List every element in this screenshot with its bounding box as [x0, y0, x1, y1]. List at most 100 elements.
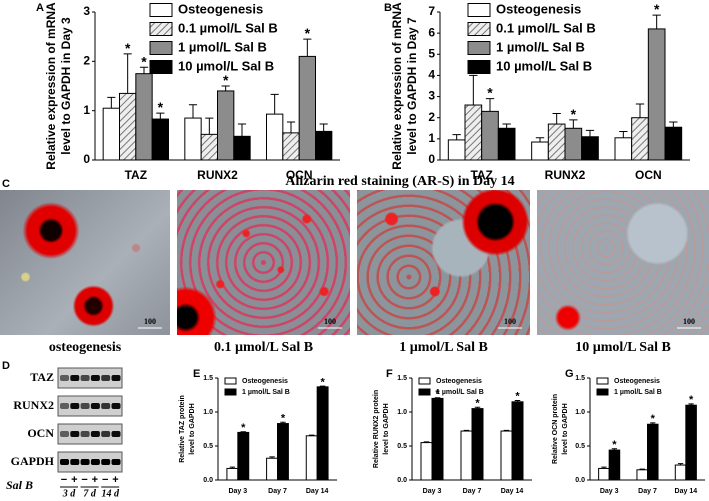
blot-strip	[57, 423, 123, 445]
panel-letter: G	[565, 368, 574, 380]
error-bar	[514, 399, 521, 402]
x-tick-label: RUNX2	[197, 168, 238, 182]
bar	[266, 113, 284, 161]
bar	[298, 55, 316, 161]
significance-marker: *	[515, 391, 520, 403]
blot-band	[80, 403, 90, 409]
bar	[531, 141, 549, 161]
bar	[217, 90, 235, 161]
error-bar	[107, 96, 116, 109]
significance-marker: *	[241, 422, 246, 434]
error-bar	[652, 14, 661, 29]
error-bar	[502, 123, 511, 129]
legend-label: 1 µmol/L Sal B	[242, 389, 290, 396]
error-bar	[423, 441, 430, 443]
bar	[647, 28, 666, 161]
legend-swatch	[149, 3, 173, 17]
bar	[200, 133, 219, 161]
blot-band	[101, 375, 111, 381]
y-axis-label: Relative RUNX2 protein	[373, 390, 380, 468]
bar	[431, 397, 444, 481]
blot-band	[70, 459, 80, 465]
y-axis-label: Relative TAZ protein	[179, 395, 186, 463]
panel-letter: E	[193, 368, 200, 380]
bar	[119, 92, 137, 161]
blot-band	[90, 431, 100, 437]
x-tick-label: OCN	[286, 168, 313, 182]
lane-label: −	[102, 474, 108, 486]
significance-marker: *	[475, 397, 480, 409]
panel-letter: A	[36, 2, 44, 14]
y-axis-label: level to GAPDH in Day 3	[59, 17, 73, 155]
error-bar	[452, 134, 461, 140]
panel-letter: D	[2, 360, 10, 372]
error-bar	[611, 448, 618, 451]
error-bar	[669, 121, 678, 128]
lane-label: −	[61, 474, 67, 486]
micrograph	[177, 190, 350, 335]
blot-band	[60, 375, 69, 381]
blot-strip	[57, 367, 123, 389]
error-bar	[303, 38, 312, 57]
error-bar	[319, 385, 326, 387]
bar	[447, 139, 466, 161]
image-caption: 1 µmol/L Sal B	[399, 340, 488, 355]
error-bar	[434, 397, 441, 399]
y-tick-label: 1.5	[397, 375, 407, 382]
bar	[511, 401, 524, 481]
scale-bar-label: 100	[683, 317, 695, 326]
legend-swatch	[149, 41, 173, 55]
error-bar	[677, 463, 684, 466]
image-caption: 10 µmol/L Sal B	[575, 340, 671, 355]
y-tick-label: 5	[428, 46, 435, 60]
legend-label: 0.1 µmol/L Sal B	[496, 20, 596, 35]
error-bar	[639, 468, 645, 470]
x-tick-label: Day 7	[463, 488, 482, 495]
legend-swatch	[596, 377, 609, 385]
legend-swatch	[418, 388, 431, 396]
error-bar	[650, 422, 656, 425]
panel-letter: C	[2, 178, 10, 190]
y-tick-label: 1.5	[575, 375, 585, 382]
y-axis-label: level to GAPDH	[189, 403, 196, 454]
bar	[266, 457, 279, 481]
legend-label: 1 µmol/L Sal B	[178, 39, 267, 54]
lane-label: +	[112, 474, 118, 486]
bar	[647, 423, 659, 481]
micrograph	[537, 190, 709, 335]
error-bar	[286, 121, 296, 133]
x-tick-label: Day 14	[501, 488, 524, 495]
legend-swatch	[467, 22, 491, 36]
treatment-label: Sal B	[6, 478, 33, 492]
legend-label: 10 µmol/L Sal B	[496, 58, 592, 73]
legend-label: 0.1 µmol/L Sal B	[178, 20, 278, 35]
bar	[481, 110, 499, 161]
error-bar	[635, 103, 645, 118]
blot-strip	[57, 395, 123, 417]
y-axis-label: Relative OCN protein	[552, 394, 559, 464]
error-bar	[240, 431, 247, 433]
timepoint-label: 3 d	[62, 488, 77, 499]
significance-marker: *	[651, 413, 656, 425]
bar	[464, 104, 483, 161]
y-tick-label: 3	[428, 89, 435, 103]
y-tick-label: 0	[83, 152, 90, 166]
y-tick-label: 1.0	[575, 409, 585, 416]
error-bar	[503, 429, 510, 432]
significance-marker: *	[223, 72, 229, 88]
bar	[664, 126, 683, 161]
y-axis-label: level to GAPDH	[562, 403, 569, 454]
error-bar	[688, 403, 694, 406]
y-tick-label: 0	[428, 152, 435, 166]
significance-marker: *	[158, 99, 164, 115]
error-bar	[229, 466, 236, 469]
bar	[305, 435, 318, 481]
x-tick-label: Day 14	[306, 488, 329, 495]
y-tick-label: 7	[428, 4, 435, 18]
significance-marker: *	[141, 53, 147, 69]
legend-swatch	[596, 388, 609, 396]
bar	[471, 408, 484, 481]
x-tick-label: Day 3	[228, 488, 247, 495]
bar	[315, 130, 333, 161]
